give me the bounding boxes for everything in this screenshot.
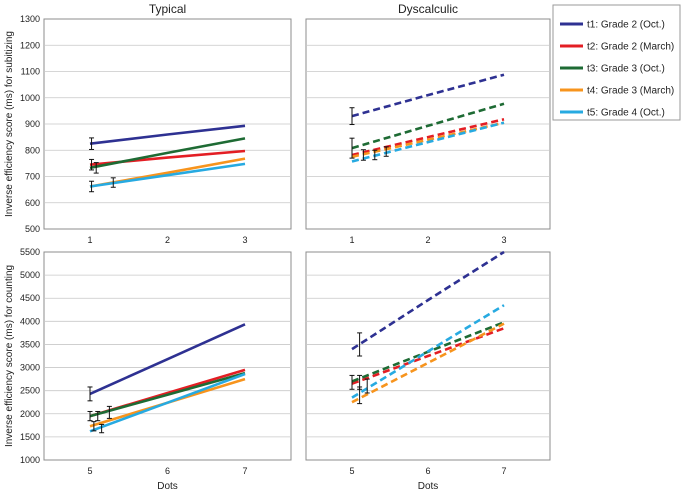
x-axis-label: Dots [418,481,439,492]
legend-entry-t1-grade-2-oct: t1: Grade 2 (Oct.) [587,20,665,31]
x-tick-label: 7 [242,466,247,476]
x-tick-label: 5 [349,466,354,476]
x-tick-label: 5 [87,466,92,476]
legend: t1: Grade 2 (Oct.) t2: Grade 2 (March) t3:… [552,4,681,121]
series-line-t1-grade-2-oct [351,73,505,118]
x-tick-label: 3 [242,235,247,245]
panel-typical-counting: 1000 1500 2000 2500 3000 3500 4000 4500 5000 5500… [4,247,292,492]
plot-area [43,251,292,461]
y-tick-label: 900 [25,119,40,129]
y-tick-label: 4000 [20,316,40,326]
panel-dyscalculic-subitizing: 1 2 3 Dyscalculic [305,2,551,245]
series-line-t3-grade-3-oct [351,102,505,150]
y-tick-label: 4500 [20,293,40,303]
panel-typical-subitizing: 500 600 700 800 900 1000 1100 1200 1300 1 2 3 Typica… [4,2,292,245]
series-line-t4-grade-3-march [351,322,505,404]
series-line-t1-grade-2-oct [89,323,246,396]
y-tick-label: 2500 [20,386,40,396]
y-tick-label: 1200 [20,40,40,50]
series-line-t5-grade-4-oct [351,121,505,163]
y-tick-label: 1500 [20,432,40,442]
x-tick-label: 7 [501,466,506,476]
y-tick-label: 5000 [20,270,40,280]
series-line-t3-grade-3-oct [89,137,246,170]
x-tick-label: 6 [425,466,430,476]
y-axis-label: Inverse efficiency score (ms) for subiti… [4,31,15,217]
y-tick-label: 500 [25,224,40,234]
panel-dyscalculic-counting: 5 6 7 Dots [305,250,551,492]
y-tick-label: 3000 [20,363,40,373]
series-line-t5-grade-4-oct [89,372,246,433]
y-tick-label: 2000 [20,409,40,419]
y-tick-label: 700 [25,172,40,182]
legend-entry-t4-grade-3-march: t4: Grade 3 (March) [587,86,674,97]
y-tick-label: 1300 [20,14,40,24]
series-line-t1-grade-2-oct [89,124,246,145]
series-line-t2-grade-2-march [351,118,505,157]
series-line-t3-grade-3-oct [89,371,246,418]
y-axis-label: Inverse efficiency score (ms) for counti… [4,265,15,447]
x-tick-label: 1 [349,235,354,245]
series-line-t5-grade-4-oct [89,162,246,188]
series-line-t4-grade-3-march [351,121,505,159]
series-line-t1-grade-2-oct [351,250,505,351]
x-tick-label: 2 [425,235,430,245]
panel-title: Dyscalculic [398,2,458,16]
legend-entry-t2-grade-2-march: t2: Grade 2 (March) [587,42,674,53]
legend-entry-t3-grade-3-oct: t3: Grade 3 (Oct.) [587,64,665,75]
y-tick-label: 1000 [20,455,40,465]
y-tick-label: 800 [25,145,40,155]
x-tick-label: 3 [501,235,506,245]
y-tick-label: 5500 [20,247,40,257]
x-tick-label: 2 [165,235,170,245]
x-tick-label: 6 [165,466,170,476]
series-line-t5-grade-4-oct [351,304,505,399]
legend-entry-t5-grade-4-oct: t5: Grade 4 (Oct.) [587,108,665,119]
y-tick-label: 1000 [20,93,40,103]
panel-title: Typical [149,2,186,16]
y-tick-label: 600 [25,198,40,208]
x-tick-label: 1 [87,235,92,245]
y-tick-label: 3500 [20,339,40,349]
y-tick-label: 1100 [21,67,40,77]
series-line-t2-grade-2-march [351,327,505,385]
x-axis-label: Dots [157,481,178,492]
